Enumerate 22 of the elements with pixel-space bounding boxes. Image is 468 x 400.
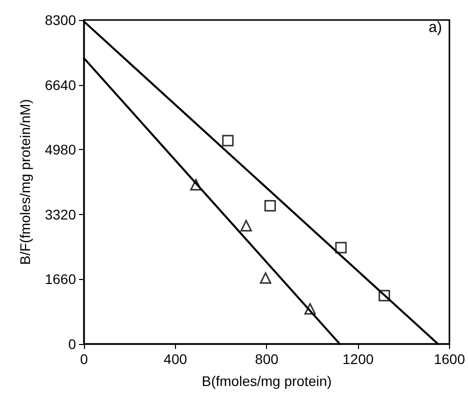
- annotation: a): [428, 19, 442, 36]
- y-tick-label: 8300: [44, 12, 76, 28]
- y-tick-label: 6640: [44, 76, 76, 93]
- x-axis-title: B(fmoles/mg protein): [202, 373, 332, 389]
- y-tick-label: 1660: [44, 271, 76, 288]
- y-tick-label: 0: [68, 336, 76, 352]
- point: [190, 178, 202, 190]
- y-axis-title: B/F(fmoles/mg protein/nM): [17, 99, 33, 265]
- point: [240, 220, 252, 232]
- point: [335, 242, 347, 254]
- point: [378, 290, 390, 302]
- x-tick-label: 1200: [342, 351, 374, 367]
- point: [304, 303, 316, 315]
- point: [260, 272, 272, 284]
- y-tick-label: 3320: [44, 206, 76, 222]
- point: [264, 200, 276, 212]
- x-tick-label: 400: [164, 351, 188, 367]
- y-tick-label: 4980: [44, 142, 76, 158]
- x-tick-label: 1600: [434, 351, 466, 367]
- x-tick-label: 800: [255, 351, 279, 367]
- x-tick-label: 0: [80, 351, 88, 367]
- point: [222, 134, 234, 146]
